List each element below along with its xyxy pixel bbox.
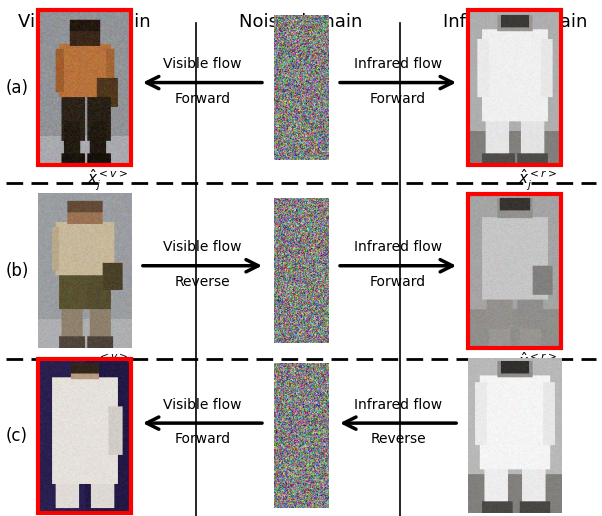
Text: $x_{i}^{<v>}$: $x_{i}^{<v>}$ [87,351,129,373]
Bar [38,359,131,513]
Bar [468,194,561,348]
Text: Visible flow: Visible flow [163,57,241,71]
Text: Infrared flow: Infrared flow [354,240,442,254]
Text: Noise domain: Noise domain [240,13,362,31]
Text: Forward: Forward [370,92,426,106]
Text: Forward: Forward [175,92,231,106]
Text: Forward: Forward [175,432,231,446]
Text: Visible flow: Visible flow [163,398,241,412]
Text: Visible flow: Visible flow [163,240,241,254]
Text: Reverse: Reverse [370,432,426,446]
Text: $\hat{x}_{j}^{<v>}$: $\hat{x}_{j}^{<v>}$ [87,168,128,193]
Text: Visible domain: Visible domain [18,13,150,31]
Text: (a): (a) [6,79,29,96]
Text: (b): (b) [6,262,29,280]
Text: Reverse: Reverse [175,275,230,289]
Bar [468,10,561,165]
Text: Infrared flow: Infrared flow [354,57,442,71]
Bar [38,10,131,165]
Text: $\hat{x}_{j}^{<r>}$: $\hat{x}_{j}^{<r>}$ [518,168,557,193]
Text: (c): (c) [6,427,28,445]
Text: Infrared flow: Infrared flow [354,398,442,412]
Text: Infrared domain: Infrared domain [442,13,587,31]
Text: Forward: Forward [370,275,426,289]
Text: $\hat{x}_{i}^{<r>}$: $\hat{x}_{i}^{<r>}$ [518,351,557,374]
